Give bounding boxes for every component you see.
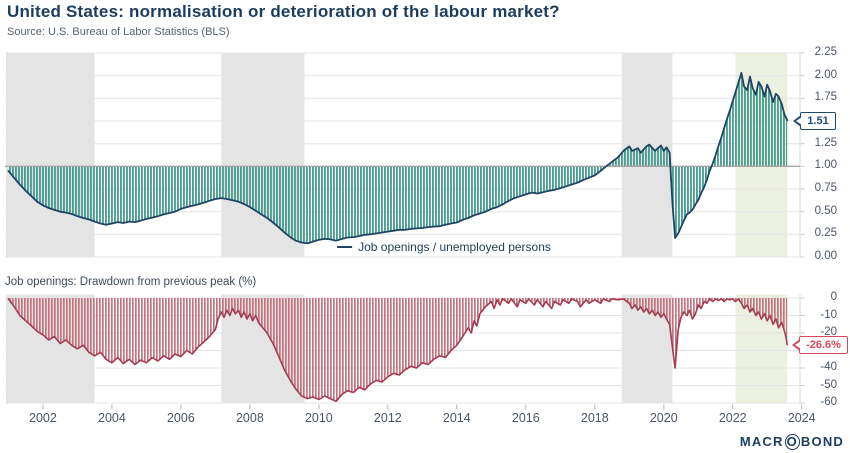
latest-value-drawdown: -26.6% bbox=[806, 339, 841, 352]
y-tick-label: 1.00 bbox=[814, 159, 837, 172]
chart-source: Source: U.S. Bureau of Labor Statistics … bbox=[7, 26, 230, 38]
legend: Job openings / unemployed persons bbox=[337, 240, 551, 254]
x-tick-label: 2022 bbox=[718, 411, 747, 425]
x-tick-label: 2016 bbox=[511, 411, 540, 425]
x-tick-label: 2010 bbox=[304, 411, 333, 425]
y-tick-label: 2.25 bbox=[814, 46, 837, 58]
legend-line-swatch bbox=[337, 246, 353, 248]
y-tick-label: 0.25 bbox=[814, 227, 837, 240]
macrobond-logo: MACR O BOND bbox=[740, 434, 844, 450]
legend-label: Job openings / unemployed persons bbox=[358, 240, 551, 254]
logo-ring-o: O bbox=[784, 434, 800, 450]
chart-title: United States: normalisation or deterior… bbox=[7, 2, 560, 21]
latest-value-callout-drawdown: -26.6% bbox=[799, 336, 848, 355]
panel2-title: Job openings: Drawdown from previous pea… bbox=[5, 276, 257, 288]
logo-text-pre: MACR bbox=[739, 434, 784, 450]
y-tick-label: -40 bbox=[820, 361, 837, 373]
y-tick-label: 2.00 bbox=[814, 68, 837, 81]
y-tick-label: 1.75 bbox=[814, 91, 837, 104]
y-tick-label: 1.25 bbox=[814, 136, 837, 149]
latest-value-ratio: 1.51 bbox=[807, 114, 829, 127]
x-tick-label: 2024 bbox=[787, 411, 816, 425]
x-tick-label: 2014 bbox=[442, 411, 471, 425]
x-tick-label: 2018 bbox=[580, 411, 609, 425]
y-tick-label: 0.75 bbox=[814, 182, 837, 194]
logo-text-post: BOND bbox=[800, 434, 844, 450]
x-tick-label: 2004 bbox=[98, 411, 126, 425]
y-tick-label: 0.00 bbox=[814, 250, 837, 262]
x-tick-label: 2020 bbox=[649, 411, 678, 425]
y-tick-label: 0 bbox=[830, 291, 837, 303]
latest-value-callout-ratio: 1.51 bbox=[800, 111, 836, 130]
y-tick-label: -50 bbox=[820, 378, 837, 391]
y-tick-label: -20 bbox=[820, 326, 837, 338]
x-tick-label: 2006 bbox=[166, 411, 195, 425]
x-tick-label: 2008 bbox=[235, 411, 264, 425]
y-tick-label: -10 bbox=[820, 308, 837, 321]
y-tick-label: 0.50 bbox=[814, 204, 837, 217]
x-tick-label: 2012 bbox=[373, 411, 402, 425]
x-tick-label: 2002 bbox=[29, 411, 57, 425]
y-tick-label: -60 bbox=[820, 396, 837, 408]
